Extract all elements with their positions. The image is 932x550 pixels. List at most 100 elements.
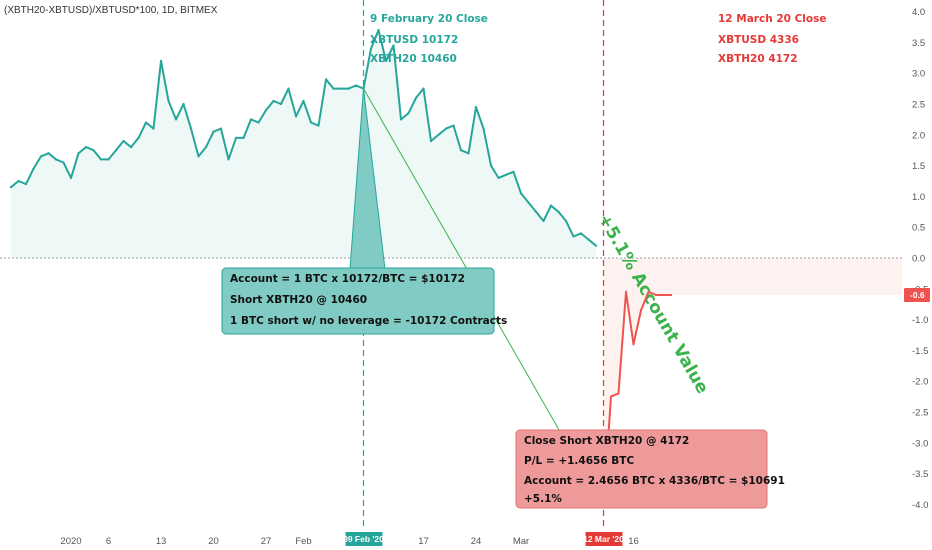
x-tick-label: 13 [156,536,167,547]
y-tick-label: 1.5 [912,161,925,172]
series-2-point [632,343,635,346]
series-1-point [242,136,245,139]
series-1-point [407,112,410,115]
series-1-point [354,84,358,87]
series-1-point [332,87,335,90]
close-box-line-3: Account = 2.4656 BTC x 4336/BTC = $10691 [524,475,785,487]
series-1-point [182,102,185,106]
open-box-line-1: Account = 1 BTC x 10172/BTC = $10172 [230,273,465,285]
y-tick-label: 2.5 [912,100,925,111]
series-1-point [287,87,290,90]
series-1-point [249,118,253,121]
y-tick-label: 0.5 [912,223,925,234]
series-1-point [474,105,478,109]
series-1-point [197,155,200,158]
series-1-point [452,124,455,127]
y-tick-label: -3.5 [912,469,928,480]
series-1-point [542,219,545,223]
series-1-point [302,99,305,103]
series-1-point [497,176,500,180]
series-1-point [84,146,88,149]
series-1-point [17,179,20,183]
series-1-point [594,244,598,247]
series-1-point [347,87,350,90]
series-1-point [489,164,493,167]
series-1-point [504,173,508,176]
marker-tag-mar [585,532,623,546]
series-1-point [579,232,583,235]
mar-annotation-line-2: XBTUSD 4336 [718,34,799,46]
x-tick-label: 2020 [60,536,81,547]
series-1-point [557,210,560,213]
series-1-point [549,204,553,207]
series-1-point [234,136,238,139]
x-tick-label: 17 [418,536,429,547]
series-1-point [204,146,208,149]
last-value-tag [904,287,930,302]
close-box-line-4: +5.1% [524,493,562,505]
series-1-point [294,115,298,118]
mar-annotation-line-3: XBTH20 4172 [718,53,798,65]
marker-tag-feb-label: 09 Feb '20 [343,534,384,544]
series-1-point [189,127,193,130]
series-2-point [647,290,650,293]
series-1-point [227,158,230,161]
series-1-point [219,127,223,130]
series-1-point [467,152,470,155]
x-tick-label: Feb [295,536,311,547]
series-1-point [129,146,133,149]
marker-tag-feb [345,532,383,546]
series-1-point [512,170,515,173]
y-tick-label: -1.5 [912,346,928,357]
x-tick-label: 6 [106,536,111,547]
series-2-point [669,293,673,297]
series-1-point [309,121,313,124]
series-1-point [414,96,418,99]
series-1-point [137,136,140,139]
feb-annotation-line-3: XBTH20 10460 [370,53,457,65]
series-1-point [47,152,50,155]
series-2-line [602,290,671,508]
marker-tag-mar-label: 12 Mar '20 [583,534,624,544]
series-1-point [122,139,125,143]
series-1-point [587,238,590,241]
series-1-point [257,121,260,124]
series-1-point [144,121,148,124]
series-1-point [482,127,485,130]
y-tick-label: -4.0 [912,500,928,511]
series-1-point [24,182,28,186]
series-1-point [174,118,178,121]
x-axis: 2020 6 13 20 27 Feb 17 24 Mar 16 [60,536,638,547]
series-1-point [279,102,283,106]
series-1-point [324,78,328,81]
series-1-point [437,133,440,136]
series-1-point [39,155,43,158]
y-tick-label: -1.0 [912,315,928,326]
series-1-point [339,87,343,90]
series-1-point [107,158,110,161]
series-1-point [9,186,13,189]
series-1-point [69,176,73,180]
y-axis: 4.03.53.02.52.01.51.00.50.0-0.5-1.0-1.5-… [912,7,928,511]
series-1-point [92,149,95,152]
series-1-point [392,44,395,47]
data-points [9,28,673,509]
open-box-line-3: 1 BTC short w/ no leverage = -10172 Cont… [230,315,507,327]
series-1-point [384,59,388,62]
series-1-point [159,59,163,62]
series-2-point [624,290,628,293]
series-1-point [212,130,215,133]
x-tick-label: 16 [628,536,639,547]
series-1-point [77,152,80,155]
series-1-point [429,139,433,143]
feb-annotation-line-2: XBTUSD 10172 [370,34,458,46]
series-1-point [444,127,448,130]
series-1-point [459,149,463,152]
series-1-point [32,167,35,170]
series-1-point [369,47,373,50]
series-2-point [609,395,613,398]
y-tick-label: 2.0 [912,130,925,141]
series-1-point [377,28,380,32]
y-tick-label: -2.0 [912,377,928,388]
series-2-point [639,309,643,312]
